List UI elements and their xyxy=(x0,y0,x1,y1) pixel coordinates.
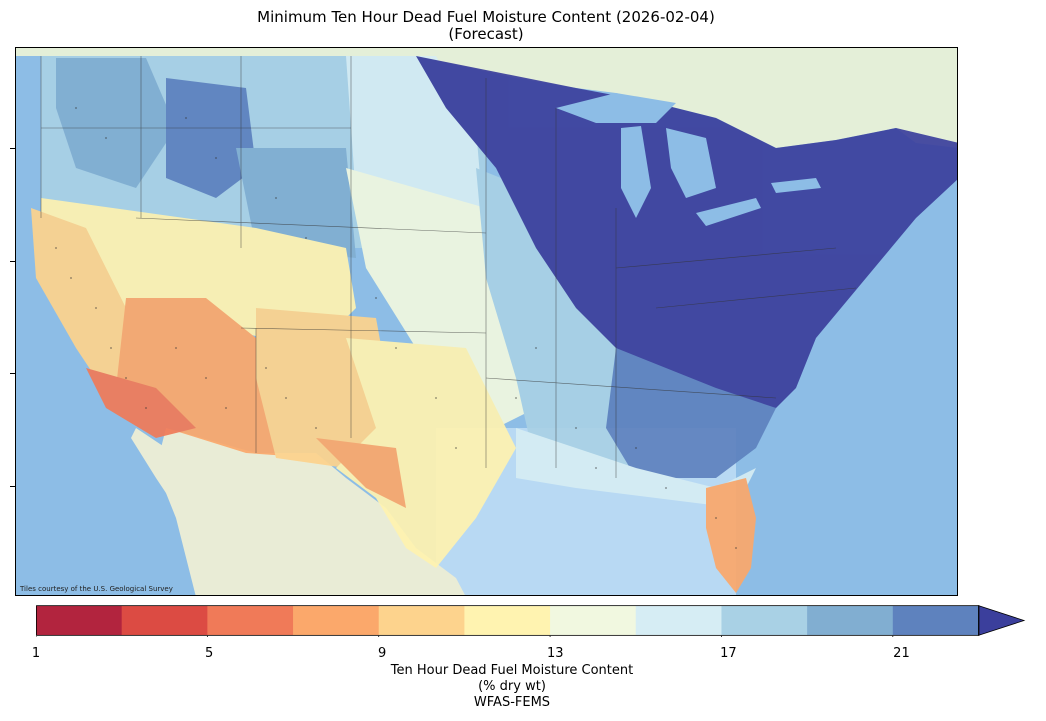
map-attribution: Tiles courtesy of the U.S. Geological Su… xyxy=(20,585,173,593)
lake-ontario xyxy=(771,178,821,193)
zone-gulf-coast xyxy=(516,428,756,508)
colorbar-tick-label: 1 xyxy=(31,646,41,661)
colorbar-extend-arrow xyxy=(978,605,1026,636)
colorbar xyxy=(36,605,1026,637)
colorbar-bin xyxy=(36,605,123,636)
mexico-land xyxy=(156,428,465,595)
canada-land xyxy=(16,48,957,148)
baja-california xyxy=(131,428,246,588)
colorbar-bin xyxy=(464,605,551,636)
zone-florida xyxy=(706,478,756,593)
colorbar-bin xyxy=(550,605,637,636)
colorbar-tickmarks xyxy=(36,635,894,637)
zone-idaho xyxy=(166,78,256,198)
zone-southern-california xyxy=(86,368,196,438)
y-tick xyxy=(10,148,15,149)
map-canvas xyxy=(16,48,957,595)
colorbar-tick-label: 5 xyxy=(204,646,214,661)
colorbar-bin xyxy=(635,605,722,636)
great-lakes xyxy=(556,93,821,226)
zone-east xyxy=(416,56,957,408)
colorbar-outline xyxy=(36,605,980,636)
colorbar-label-line-3: WFAS-FEMS xyxy=(473,695,551,710)
y-tick xyxy=(10,373,15,374)
zone-texas-west xyxy=(316,438,406,508)
colorbar-bin xyxy=(721,605,808,636)
colorbar-bin xyxy=(892,605,979,636)
colorbar-bin xyxy=(121,605,208,636)
colorbar-bin xyxy=(207,605,294,636)
title-line-2: (Forecast) xyxy=(448,25,524,43)
colorbar-tick-label: 13 xyxy=(546,646,564,661)
zone-california xyxy=(31,208,146,408)
colorbar-bins xyxy=(36,605,979,636)
zone-texas xyxy=(336,338,516,568)
colorbar-label: Ten Hour Dead Fuel Moisture Content (% d… xyxy=(0,663,1024,711)
zone-west-dark xyxy=(56,58,176,188)
lake-erie xyxy=(696,198,761,226)
colorbar-tick-label: 21 xyxy=(893,646,910,661)
colorbar-bin xyxy=(293,605,380,636)
lake-michigan xyxy=(621,126,651,218)
map-panel[interactable]: Tiles courtesy of the U.S. Geological Su… xyxy=(15,47,958,596)
colorbar-bin xyxy=(807,605,894,636)
y-tick xyxy=(10,486,15,487)
station-markers xyxy=(55,107,737,549)
zone-southeast xyxy=(606,348,776,478)
colorbar-tick-label: 17 xyxy=(720,646,737,661)
state-borders xyxy=(40,56,857,478)
y-tick xyxy=(10,261,15,262)
lake-huron xyxy=(666,128,716,198)
lake-superior xyxy=(556,93,676,123)
colorbar-label-line-2: (% dry wt) xyxy=(478,679,546,694)
colorbar-label-line-1: Ten Hour Dead Fuel Moisture Content xyxy=(390,663,634,678)
fuel-moisture-zones xyxy=(31,56,957,593)
colorbar-tick-label: 9 xyxy=(378,646,387,661)
map-title: Minimum Ten Hour Dead Fuel Moisture Cont… xyxy=(0,9,972,43)
title-line-1: Minimum Ten Hour Dead Fuel Moisture Cont… xyxy=(257,8,715,26)
colorbar-bin xyxy=(378,605,465,636)
